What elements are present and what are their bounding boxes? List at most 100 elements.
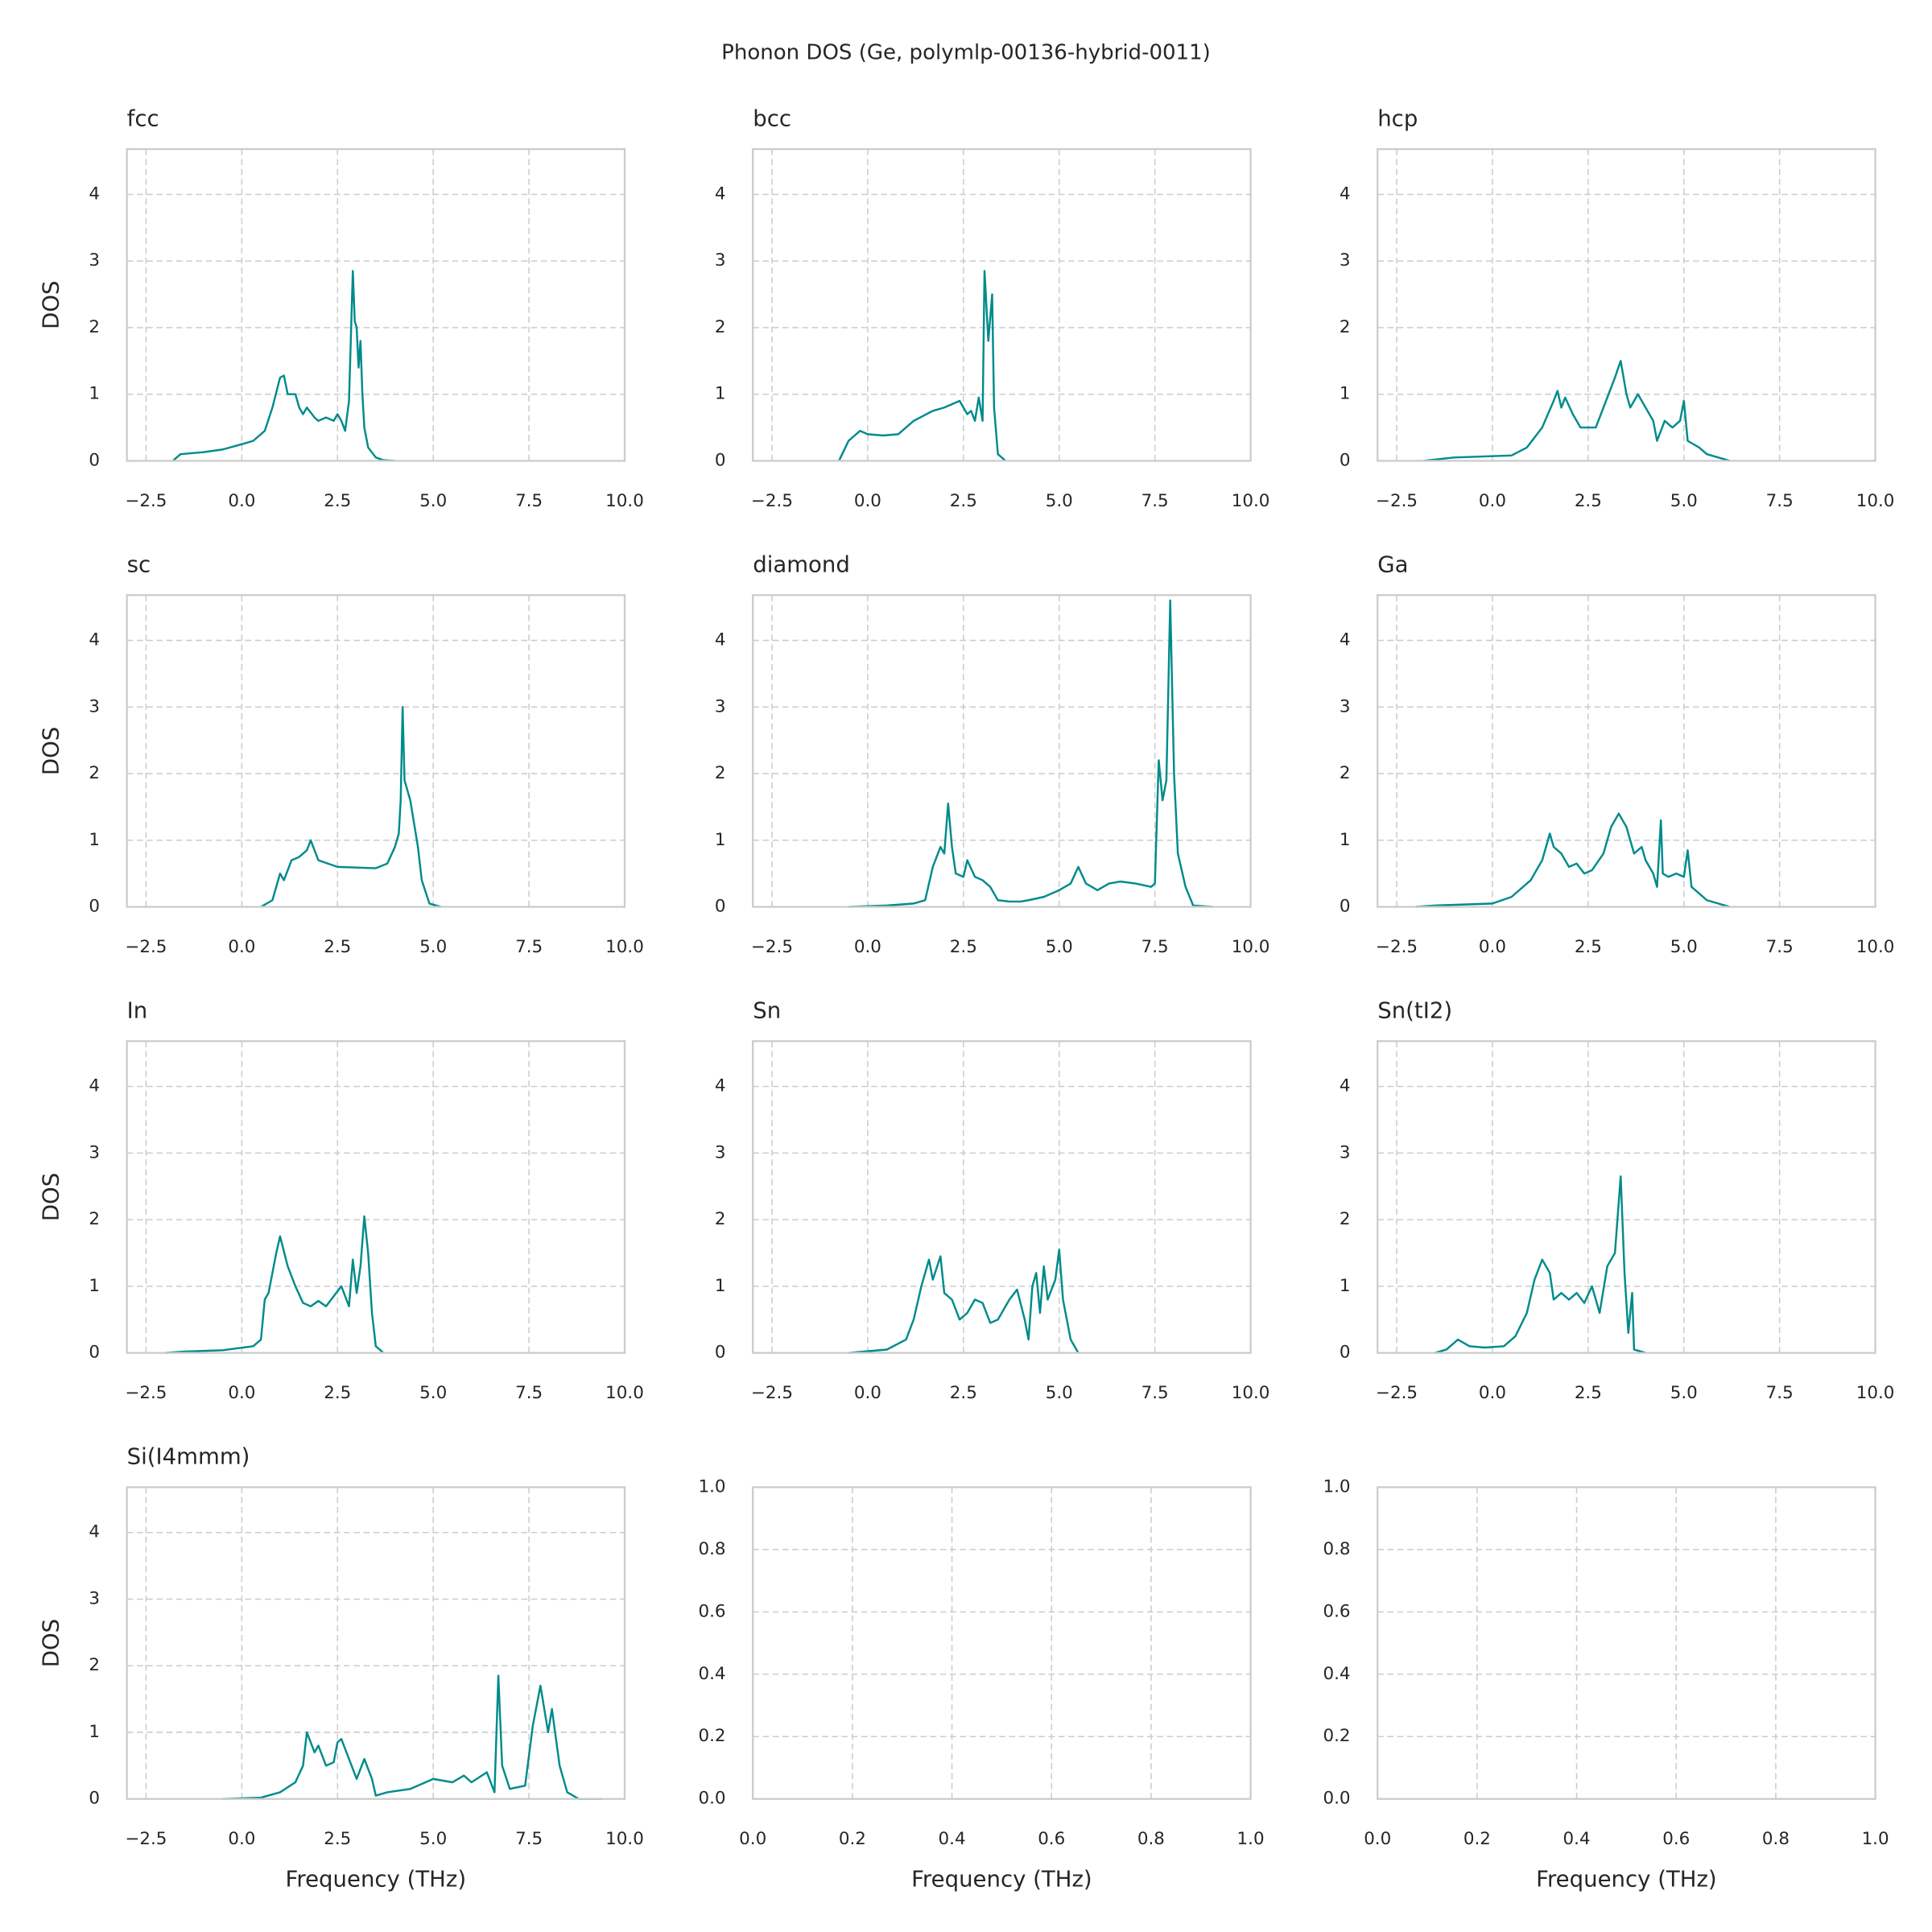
y-tick-label: 3 xyxy=(715,1142,726,1162)
x-tick-label: 0.0 xyxy=(228,1383,255,1403)
y-tick-label: 0 xyxy=(89,450,100,470)
x-tick-label: −2.5 xyxy=(1376,1383,1418,1403)
y-tick-label: 2 xyxy=(89,1655,100,1675)
x-tick-label: 7.5 xyxy=(1141,937,1169,957)
y-tick-label: 1 xyxy=(715,384,726,404)
x-tick-label: 1.0 xyxy=(1862,1829,1889,1849)
y-tick-label: 0 xyxy=(89,1343,100,1363)
x-tick-label: 7.5 xyxy=(1766,937,1794,957)
axes-frame xyxy=(1377,1486,1876,1800)
y-tick-label: 3 xyxy=(89,250,100,270)
y-tick-label: 0 xyxy=(89,1789,100,1809)
x-tick-label: 7.5 xyxy=(1766,1383,1794,1403)
x-tick-label: 0.8 xyxy=(1762,1829,1790,1849)
subplot-title: diamond xyxy=(753,552,850,578)
x-tick-label: −2.5 xyxy=(1376,937,1418,957)
x-tick-label: 10.0 xyxy=(605,1383,644,1403)
y-tick-label: 0.4 xyxy=(698,1664,725,1684)
x-tick-label: 0.4 xyxy=(939,1829,966,1849)
axes-frame xyxy=(752,1040,1252,1354)
y-tick-label: 4 xyxy=(715,1076,726,1096)
x-tick-label: 0.0 xyxy=(1364,1829,1391,1849)
y-tick-label: 2 xyxy=(89,763,100,783)
y-tick-label: 0.2 xyxy=(1323,1726,1351,1746)
x-tick-label: −2.5 xyxy=(125,937,167,957)
x-tick-label: 5.0 xyxy=(1046,1383,1073,1403)
x-tick-label: 7.5 xyxy=(1141,1383,1169,1403)
x-tick-label: −2.5 xyxy=(751,491,793,511)
y-tick-label: 4 xyxy=(89,1522,100,1542)
y-tick-label: 0.4 xyxy=(1323,1664,1351,1684)
x-tick-label: 5.0 xyxy=(419,937,447,957)
y-tick-label: 1 xyxy=(715,1276,726,1296)
y-tick-label: 4 xyxy=(1340,630,1351,650)
x-axis-label: Frequency (THz) xyxy=(286,1867,467,1893)
x-axis-label: Frequency (THz) xyxy=(911,1867,1092,1893)
subplot-title: hcp xyxy=(1377,105,1418,131)
y-tick-label: 0 xyxy=(715,450,726,470)
dos-line xyxy=(171,270,395,462)
x-tick-label: 0.6 xyxy=(1662,1829,1690,1849)
x-tick-label: 0.2 xyxy=(1463,1829,1491,1849)
y-tick-label: 2 xyxy=(89,317,100,337)
axes-frame xyxy=(1377,1040,1876,1354)
subplot-title: fcc xyxy=(127,105,159,131)
x-tick-label: 0.4 xyxy=(1563,1829,1591,1849)
x-tick-label: 0.0 xyxy=(1479,1383,1506,1403)
x-tick-label: 0.0 xyxy=(228,937,255,957)
y-tick-label: 1.0 xyxy=(1323,1476,1351,1496)
y-tick-label: 4 xyxy=(1340,1076,1351,1096)
y-tick-label: 3 xyxy=(1340,1142,1351,1162)
axes-frame xyxy=(1377,148,1876,462)
dos-line xyxy=(260,706,442,908)
x-tick-label: 0.0 xyxy=(1479,491,1506,511)
y-tick-label: 2 xyxy=(715,317,726,337)
y-tick-label: 4 xyxy=(715,184,726,204)
x-tick-label: 10.0 xyxy=(1232,1383,1270,1403)
y-tick-label: 3 xyxy=(89,1588,100,1608)
y-tick-label: 0 xyxy=(715,897,726,917)
dos-line xyxy=(1415,812,1731,908)
x-tick-label: −2.5 xyxy=(125,1383,167,1403)
x-tick-label: 5.0 xyxy=(1046,937,1073,957)
y-tick-label: 3 xyxy=(715,250,726,270)
x-tick-label: 0.0 xyxy=(854,937,881,957)
y-tick-label: 0.8 xyxy=(698,1539,725,1559)
x-tick-label: 2.5 xyxy=(324,1829,351,1849)
subplot-title: Ga xyxy=(1377,552,1408,578)
x-tick-label: −2.5 xyxy=(751,937,793,957)
y-tick-label: 1 xyxy=(1340,1276,1351,1296)
x-tick-label: −2.5 xyxy=(125,491,167,511)
dos-line xyxy=(848,599,1213,908)
axes-frame xyxy=(126,1486,626,1800)
y-tick-label: 0.0 xyxy=(1323,1789,1351,1809)
y-tick-label: 0 xyxy=(1340,897,1351,917)
axes-frame xyxy=(752,594,1252,908)
x-tick-label: 2.5 xyxy=(950,491,977,511)
y-tick-label: 3 xyxy=(715,696,726,716)
x-tick-label: 0.8 xyxy=(1137,1829,1165,1849)
y-tick-label: 0.2 xyxy=(698,1726,725,1746)
y-axis-label: DOS xyxy=(38,281,64,329)
y-tick-label: 1 xyxy=(1340,384,1351,404)
y-tick-label: 2 xyxy=(715,1209,726,1229)
x-tick-label: 10.0 xyxy=(1856,937,1895,957)
y-axis-label: DOS xyxy=(38,1173,64,1221)
y-tick-label: 4 xyxy=(715,630,726,650)
x-tick-label: 2.5 xyxy=(324,1383,351,1403)
subplot-title: sc xyxy=(127,552,151,578)
x-tick-label: 7.5 xyxy=(1141,491,1169,511)
x-tick-label: 5.0 xyxy=(419,1829,447,1849)
dos-line xyxy=(222,1674,602,1800)
x-axis-label: Frequency (THz) xyxy=(1536,1867,1717,1893)
x-tick-label: 10.0 xyxy=(605,937,644,957)
y-tick-label: 1 xyxy=(715,830,726,850)
y-axis-label: DOS xyxy=(38,727,64,775)
y-tick-label: 2 xyxy=(89,1209,100,1229)
x-tick-label: 0.0 xyxy=(228,491,255,511)
y-tick-label: 0.0 xyxy=(698,1789,725,1809)
axes-frame xyxy=(126,148,626,462)
y-tick-label: 1 xyxy=(89,830,100,850)
